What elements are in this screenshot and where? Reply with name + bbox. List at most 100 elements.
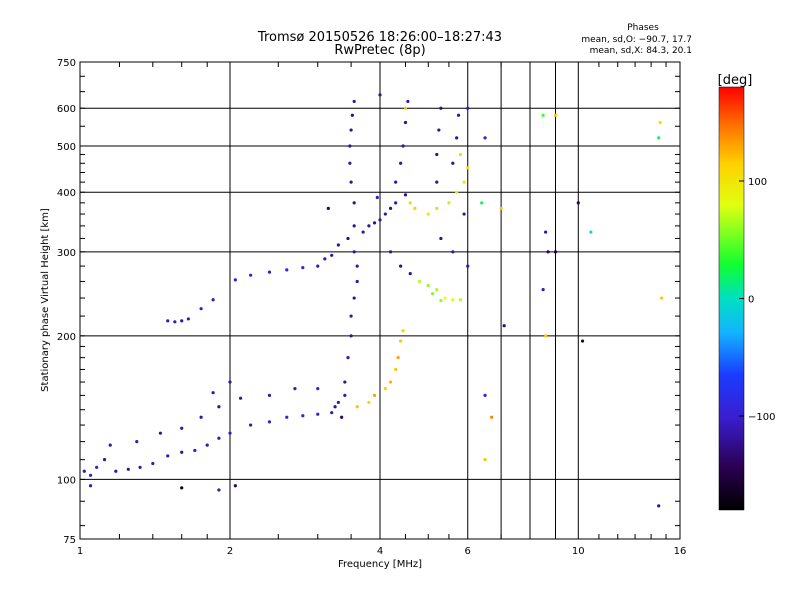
x-tick-labels: 1 2 4 6 10 16 <box>77 546 687 557</box>
data-point <box>553 250 558 254</box>
stats-heading: Phases <box>627 23 659 33</box>
data-point <box>589 230 593 234</box>
data-point <box>394 180 398 184</box>
data-point <box>660 296 664 300</box>
data-point <box>401 144 405 148</box>
data-point <box>399 161 403 165</box>
data-point <box>553 113 558 117</box>
x-tick-label: 6 <box>465 546 471 557</box>
data-point <box>367 224 371 228</box>
data-point <box>435 206 439 210</box>
data-point <box>455 136 459 140</box>
data-point <box>657 136 661 140</box>
data-point <box>439 106 443 110</box>
data-point <box>399 264 403 268</box>
data-point <box>228 380 232 384</box>
data-point <box>336 243 340 247</box>
data-point <box>394 367 398 372</box>
data-point <box>372 393 377 398</box>
data-point <box>408 272 412 276</box>
data-point <box>443 296 447 300</box>
stats-line-o: mean, sd,O: −90.7, 17.7 <box>581 35 692 45</box>
data-point <box>355 405 359 409</box>
data-point <box>180 319 184 323</box>
colorbar-ticks: 100 0 −100 <box>739 177 775 423</box>
data-point <box>346 236 350 241</box>
data-point <box>355 279 359 284</box>
data-point <box>135 440 139 444</box>
data-point <box>396 356 400 360</box>
data-point <box>394 201 398 205</box>
y-tick-label: 600 <box>57 104 76 115</box>
data-point <box>458 298 463 302</box>
data-point <box>336 400 340 405</box>
data-point <box>383 387 387 391</box>
data-point <box>576 201 580 205</box>
data-point <box>340 415 344 419</box>
data-point <box>88 484 93 488</box>
data-point <box>466 166 470 170</box>
data-point <box>343 380 347 384</box>
data-point <box>466 264 470 268</box>
data-point <box>114 469 118 473</box>
data-point <box>451 161 455 165</box>
data-point <box>349 128 353 132</box>
data-point <box>228 431 232 435</box>
data-point <box>544 334 548 338</box>
y-tick-label: 400 <box>57 188 76 199</box>
data-point <box>430 292 435 296</box>
data-point <box>102 458 107 462</box>
data-point <box>483 393 487 398</box>
data-point <box>238 396 243 400</box>
y-tick-label: 500 <box>57 142 76 153</box>
data-point <box>166 454 170 458</box>
data-point <box>293 387 297 391</box>
data-point <box>437 128 441 132</box>
colorbar-tick-label: 100 <box>748 177 767 188</box>
chart-title-line2: RwPretec (8p) <box>334 43 425 58</box>
data-point <box>439 299 443 303</box>
axis-ticks <box>80 62 680 539</box>
stats-line-x: mean, sd,X: 84.3, 20.1 <box>590 46 692 56</box>
y-tick-label: 200 <box>57 332 76 343</box>
data-point <box>82 469 86 473</box>
grid-lines <box>80 62 680 539</box>
data-point <box>217 488 221 492</box>
data-point <box>502 324 506 328</box>
data-point <box>456 113 461 117</box>
data-point <box>267 420 272 424</box>
data-point <box>399 339 403 343</box>
data-point <box>483 136 487 140</box>
data-point <box>186 317 190 321</box>
data-point <box>267 270 272 274</box>
data-point <box>180 450 184 454</box>
data-point <box>403 106 408 110</box>
data-point <box>352 296 356 300</box>
data-point <box>316 387 320 391</box>
data-point <box>301 265 305 270</box>
data-point <box>330 411 334 415</box>
data-point <box>267 393 272 398</box>
data-point <box>88 473 93 477</box>
data-point <box>541 287 545 292</box>
data-point <box>349 314 353 318</box>
data-point <box>367 400 371 405</box>
colorbar-tick-label: −100 <box>748 412 775 423</box>
data-point <box>451 298 455 302</box>
data-point <box>316 412 320 416</box>
data-point <box>285 268 289 272</box>
y-axis-label: Stationary phase Virtual Height [km] <box>40 208 51 392</box>
x-tick-label: 1 <box>77 546 83 557</box>
data-point <box>95 465 99 469</box>
data-point <box>352 250 356 254</box>
data-point <box>401 329 405 333</box>
data-point <box>199 415 203 419</box>
data-point <box>352 224 356 228</box>
data-point <box>361 230 365 234</box>
data-point <box>408 201 412 205</box>
data-point <box>180 486 184 490</box>
data-point <box>466 106 470 110</box>
y-tick-labels: 75 100 200 300 400 500 600 750 <box>57 58 76 546</box>
data-point <box>383 212 387 216</box>
